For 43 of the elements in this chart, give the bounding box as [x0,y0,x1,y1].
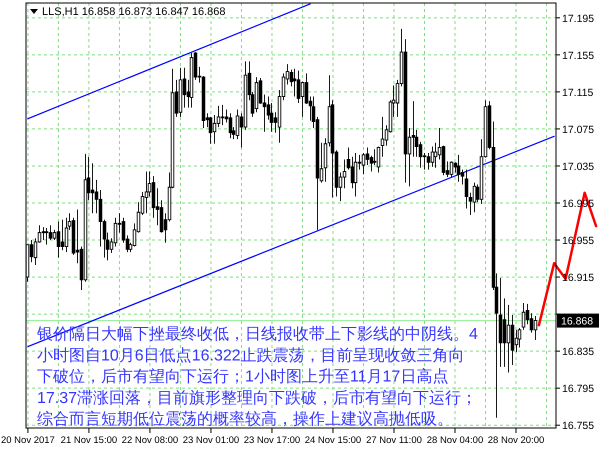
candlestick [64,217,68,253]
line-series [538,192,598,326]
annotation: 下破位，后市有望向下运行；1小时图上升至11月17日高点 [37,368,448,386]
annotation: 综合而言短期低位震荡的概率较高，操作上建议高抛低吸。 [37,410,453,428]
x-tick-label: 23 Nov 17:00 [244,435,300,446]
candlestick [354,152,358,197]
y-tick-label: 16.835 [562,346,594,358]
candlestick [430,146,434,168]
candlestick [254,76,258,113]
y-tick-label: 16.795 [562,383,594,396]
y-tick-label: 16.755 [562,420,594,432]
y-tick-label: 17.115 [562,86,594,99]
y-tick-label: 16.915 [562,272,594,284]
candlestick [208,116,212,144]
candlestick [44,228,48,246]
x-tick-label: 22 Nov 08:00 [122,435,178,446]
annotation: 17.37滞涨回落，目前旗形整理向下跌破，后市有望向下运行； [37,388,478,407]
candlestick [228,112,232,139]
candlestick [220,104,224,126]
y-tick-label: 17.075 [562,124,594,136]
x-tick-label: 20 Nov 2017 [0,435,55,446]
y-tick-label: 17.035 [562,160,594,173]
y-tick-label: 17.155 [562,50,594,62]
candlestick [144,171,148,214]
candlestick [472,182,476,213]
candlestick [456,154,460,182]
candlestick [450,160,454,178]
annotation: 小时图自10月6日低点16.322止跌震荡，目前呈现收敛三角向 [37,346,465,364]
x-tick-label: 28 Nov 20:00 [488,435,544,446]
x-tick-label: 24 Nov 15:00 [304,435,362,446]
y-tick-label: 17.195 [562,12,594,25]
x-tick-label: 21 Nov 15:00 [60,435,118,446]
candlestick [48,224,52,240]
ref-line-label: 16.868 [561,316,594,328]
candlestick [178,67,182,118]
x-tick-label: 23 Nov 01:00 [182,435,240,446]
chart-title: LLS,H1 16.858 16.873 16.847 16.868 [42,6,226,18]
candlestick [56,221,60,258]
candlestick [42,226,46,240]
x-tick-label: 27 Nov 11:00 [366,435,422,446]
candlestick [534,316,538,340]
candlestick [190,52,194,108]
x-tick-label: 28 Nov 04:00 [426,435,484,446]
